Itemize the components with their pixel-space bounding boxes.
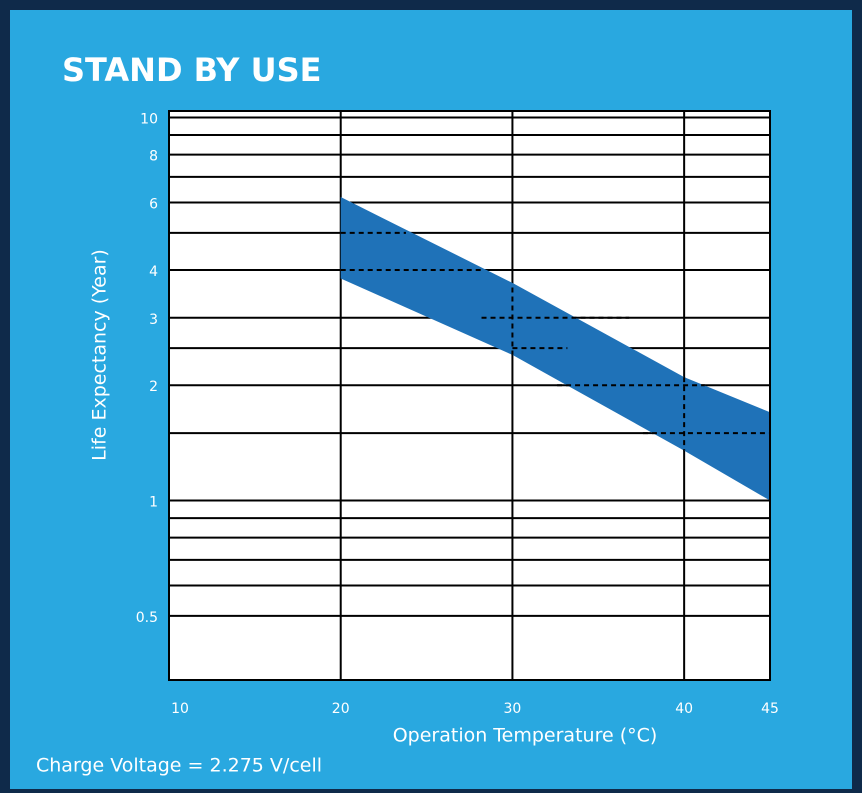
x-tick-label: 40 <box>675 701 693 717</box>
y-tick-label: 3 <box>149 312 158 328</box>
y-axis-label: Life Expectancy (Year) <box>89 249 111 461</box>
x-tick-label: 30 <box>504 701 522 717</box>
y-tick-label: 1 <box>149 495 158 511</box>
y-tick-label: 8 <box>149 149 158 165</box>
y-tick-label: 0.5 <box>136 610 158 626</box>
y-tick-label: 6 <box>149 196 158 212</box>
band <box>340 197 770 501</box>
x-tick-label: 20 <box>332 701 350 717</box>
y-tick-label: 4 <box>149 264 158 280</box>
plot-frame <box>168 110 771 681</box>
y-tick-label: 2 <box>149 379 158 395</box>
y-tick-label: 10 <box>140 112 158 128</box>
x-axis-label: Operation Temperature (°C) <box>393 725 658 747</box>
x-tick-label: 10 <box>171 701 189 717</box>
note: Charge Voltage = 2.275 V/cell <box>36 755 322 777</box>
chart-title: STAND BY USE <box>62 51 321 89</box>
x-tick-label: 45 <box>761 701 779 717</box>
